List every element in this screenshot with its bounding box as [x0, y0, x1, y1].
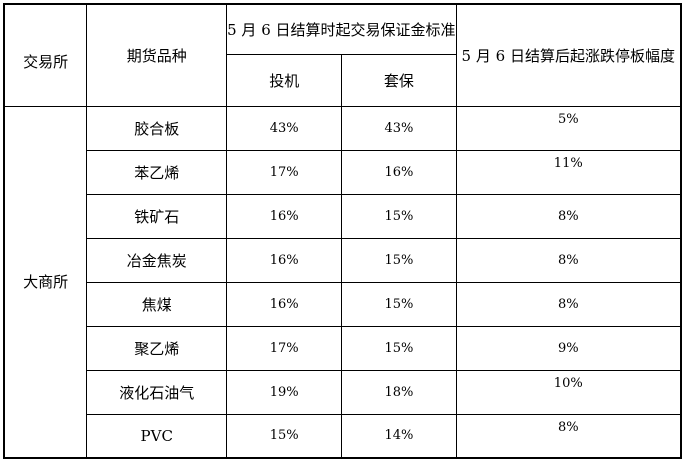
cell-speculation-margin: 16%	[226, 281, 343, 327]
header-variety: 期货品种	[86, 3, 228, 107]
cell-variety: 铁矿石	[86, 193, 228, 239]
table-body: 大商所 胶合板 43% 43% 5% 苯乙烯 17% 16% 11% 铁矿石 16% 15% 8% 冶金焦…	[3, 105, 682, 459]
cell-hedging-margin: 15%	[341, 237, 457, 283]
header-hedging: 套保	[341, 53, 457, 107]
header-margin-group: 5 月 6 日结算时起交易保证金标准	[226, 3, 457, 55]
table-row: 铁矿石 16% 15% 8%	[4, 193, 682, 239]
cell-speculation-margin: 15%	[226, 413, 343, 459]
cell-price-limit: 8%	[455, 193, 682, 239]
cell-hedging-margin: 16%	[341, 149, 457, 195]
cell-speculation-margin: 17%	[226, 149, 343, 195]
header-speculation: 投机	[226, 53, 343, 107]
table-row: PVC 15% 14% 8%	[4, 413, 682, 459]
cell-hedging-margin: 43%	[341, 105, 457, 151]
header-row-1: 交易所 期货品种 5 月 6 日结算时起交易保证金标准 5 月 6 日结算后起涨…	[3, 3, 682, 107]
cell-variety: 苯乙烯	[86, 149, 228, 195]
cell-hedging-margin: 15%	[341, 325, 457, 371]
header-exchange: 交易所	[3, 3, 88, 107]
table-row: 苯乙烯 17% 16% 11%	[4, 149, 682, 195]
cell-price-limit: 9%	[455, 325, 682, 371]
cell-variety: 聚乙烯	[86, 325, 228, 371]
cell-speculation-margin: 43%	[226, 105, 343, 151]
cell-hedging-margin: 15%	[341, 193, 457, 239]
cell-hedging-margin: 15%	[341, 281, 457, 327]
cell-variety: 冶金焦炭	[86, 237, 228, 283]
cell-speculation-margin: 16%	[226, 193, 343, 239]
cell-variety: 胶合板	[86, 105, 228, 151]
cell-speculation-margin: 19%	[226, 369, 343, 415]
header-price-limit: 5 月 6 日结算后起涨跌停板幅度	[455, 3, 682, 107]
table-row: 大商所 胶合板 43% 43% 5%	[3, 105, 682, 459]
cell-speculation-margin: 17%	[226, 325, 343, 371]
margin-table: 交易所 期货品种 5 月 6 日结算时起交易保证金标准 5 月 6 日结算后起涨…	[3, 3, 682, 459]
table-row: 焦煤 16% 15% 8%	[4, 281, 682, 327]
cell-variety: 焦煤	[86, 281, 228, 327]
header-row-2: 投机 套保	[4, 53, 681, 107]
cell-speculation-margin: 16%	[226, 237, 343, 283]
cell-variety: 液化石油气	[86, 369, 228, 415]
cell-price-limit: 5%	[455, 105, 682, 151]
cell-hedging-margin: 18%	[341, 369, 457, 415]
cell-price-limit: 8%	[455, 237, 682, 283]
table-row: 冶金焦炭 16% 15% 8%	[4, 237, 682, 283]
cell-exchange-name: 大商所	[3, 105, 88, 459]
table-row: 聚乙烯 17% 15% 9%	[4, 325, 682, 371]
cell-price-limit: 8%	[455, 413, 682, 459]
cell-price-limit: 8%	[455, 281, 682, 327]
table-row: 液化石油气 19% 18% 10%	[4, 369, 682, 415]
cell-price-limit: 10%	[455, 369, 682, 415]
cell-hedging-margin: 14%	[341, 413, 457, 459]
cell-price-limit: 11%	[455, 149, 682, 195]
cell-variety: PVC	[86, 413, 228, 459]
table-header: 交易所 期货品种 5 月 6 日结算时起交易保证金标准 5 月 6 日结算后起涨…	[3, 3, 682, 107]
